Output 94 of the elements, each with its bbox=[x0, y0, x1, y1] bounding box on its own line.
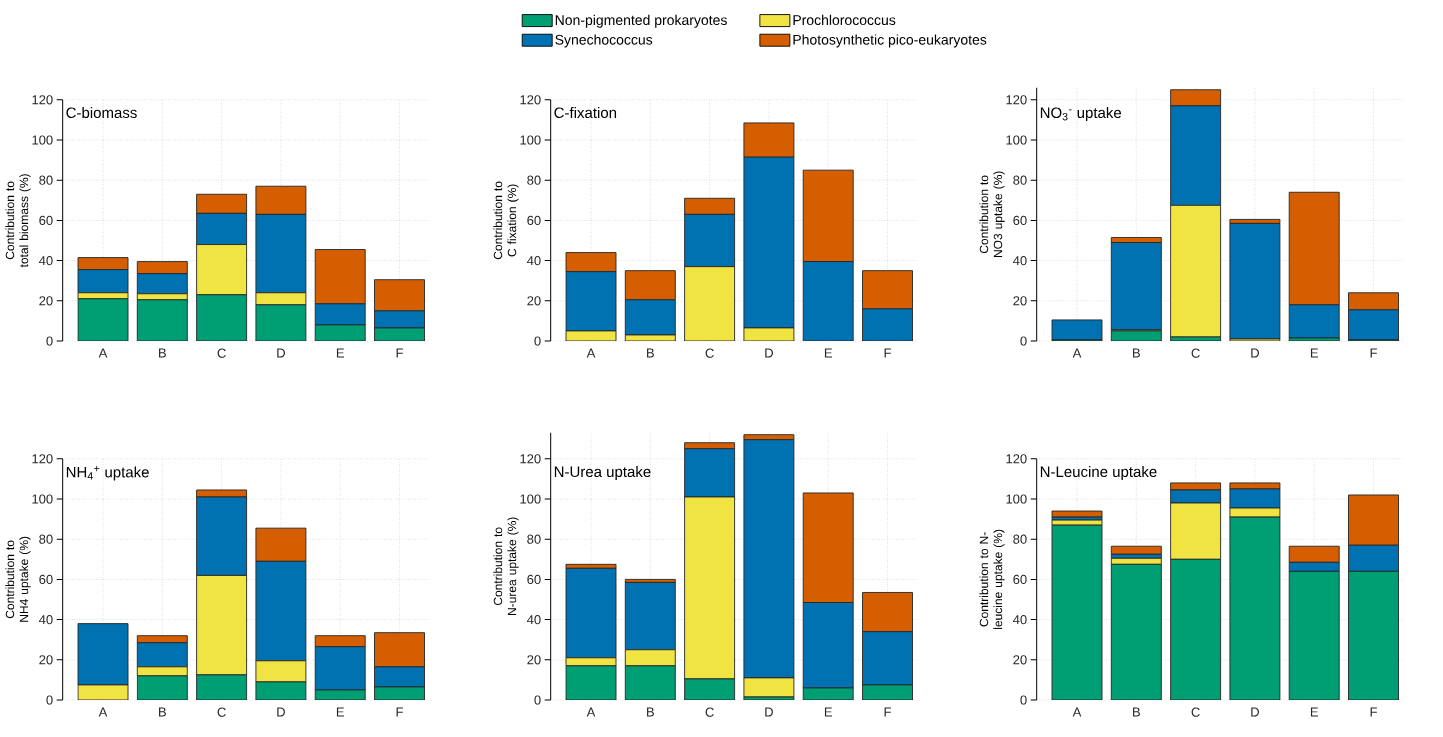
y-tick-label: 60 bbox=[527, 215, 541, 225]
y-tick-label: 80 bbox=[1013, 534, 1027, 544]
y-tick-label: 40 bbox=[38, 614, 53, 625]
y-tick-label: 20 bbox=[1013, 655, 1027, 665]
y-tick-label: 40 bbox=[526, 614, 541, 625]
y-tick-label: 0 bbox=[1020, 336, 1027, 346]
x-tick-label: C bbox=[705, 707, 714, 717]
x-tick-label: E bbox=[824, 707, 832, 717]
y-tick-label: 0 bbox=[1020, 695, 1027, 705]
x-tick-label: B bbox=[647, 348, 654, 358]
y-tick-label: 60 bbox=[1013, 215, 1027, 225]
x-tick-label: D bbox=[277, 707, 285, 717]
y-axis-title: Contribution to N-leucine uptake (%) bbox=[979, 529, 1005, 629]
x-tick-label: E bbox=[1310, 348, 1318, 358]
chart-title: C-fixation bbox=[554, 107, 617, 119]
y-axis-title: Contribution to NO3 uptake (%) bbox=[979, 171, 1005, 258]
chart-title: C-biomass bbox=[66, 107, 137, 119]
y-axis-title: Contribution to total biomass (%) bbox=[5, 174, 31, 268]
x-tick-label: D bbox=[1251, 707, 1259, 717]
y-axis-title: Contribution to C fixation (%) bbox=[493, 181, 519, 260]
legend-label: Synechococcus bbox=[555, 34, 653, 48]
x-tick-label: B bbox=[1133, 707, 1140, 717]
x-tick-label: A bbox=[1072, 707, 1082, 717]
x-tick-label: C bbox=[1191, 707, 1200, 717]
y-tick-label: 0 bbox=[46, 695, 53, 705]
x-tick-label: F bbox=[1370, 707, 1377, 717]
x-tick-label: A bbox=[98, 348, 108, 358]
y-axis-title: Contribution to N-urea uptake (%) bbox=[493, 517, 519, 616]
y-tick-label: 100 bbox=[32, 135, 53, 145]
y-tick-label: 120 bbox=[1006, 95, 1027, 105]
x-tick-label: C bbox=[217, 348, 226, 358]
x-tick-label: C bbox=[1191, 348, 1200, 358]
y-tick-label: 60 bbox=[1013, 574, 1027, 584]
x-tick-label: F bbox=[396, 707, 403, 717]
y-tick-label: 100 bbox=[1006, 494, 1027, 504]
x-tick-label: E bbox=[1310, 707, 1318, 717]
legend-label: Prochlorococcus bbox=[793, 14, 896, 26]
y-tick-label: 20 bbox=[1013, 296, 1027, 306]
y-tick-label: 100 bbox=[1006, 135, 1027, 145]
y-tick-label: 40 bbox=[1012, 614, 1027, 625]
x-tick-label: B bbox=[159, 348, 166, 358]
x-tick-label: C bbox=[217, 707, 226, 717]
y-tick-label: 20 bbox=[527, 296, 541, 306]
y-tick-label: 120 bbox=[520, 454, 541, 464]
y-tick-label: 80 bbox=[39, 175, 53, 185]
x-tick-label: A bbox=[98, 707, 108, 717]
y-tick-label: 120 bbox=[32, 95, 53, 105]
y-tick-label: 20 bbox=[527, 655, 541, 665]
x-tick-label: E bbox=[824, 348, 832, 358]
y-tick-label: 100 bbox=[520, 135, 541, 145]
chart-title: N-Leucine uptake bbox=[1040, 466, 1157, 480]
y-tick-label: 0 bbox=[534, 695, 541, 705]
y-tick-label: 80 bbox=[1013, 175, 1027, 185]
y-tick-label: 120 bbox=[1006, 454, 1027, 464]
x-tick-label: B bbox=[647, 707, 654, 717]
y-tick-label: 60 bbox=[527, 574, 541, 584]
x-tick-label: F bbox=[1370, 348, 1377, 358]
legend-label: Photosynthetic pico-eukaryotes bbox=[793, 34, 987, 48]
y-tick-label: 0 bbox=[534, 336, 541, 346]
y-tick-label: 100 bbox=[520, 494, 541, 504]
y-tick-label: 80 bbox=[39, 534, 53, 544]
y-tick-label: 100 bbox=[32, 494, 53, 504]
x-tick-label: D bbox=[765, 348, 773, 358]
text: NO$_{3}$$^{-}$ uptake bbox=[1040, 107, 1122, 121]
x-tick-label: D bbox=[765, 707, 773, 717]
chart-title: NH$_{4}$$^{+}$ uptake bbox=[66, 466, 149, 481]
x-tick-label: D bbox=[1251, 348, 1259, 358]
x-tick-label: B bbox=[1133, 348, 1140, 358]
y-tick-label: 80 bbox=[527, 534, 541, 544]
x-tick-label: A bbox=[1072, 348, 1082, 358]
y-tick-label: 40 bbox=[526, 255, 541, 266]
x-tick-label: F bbox=[884, 707, 891, 717]
y-tick-label: 0 bbox=[46, 336, 53, 346]
x-tick-label: E bbox=[336, 348, 344, 358]
y-tick-label: 60 bbox=[39, 574, 53, 584]
y-tick-label: 120 bbox=[32, 454, 53, 464]
x-tick-label: E bbox=[336, 707, 344, 717]
y-tick-label: 80 bbox=[527, 175, 541, 185]
y-tick-label: 20 bbox=[39, 296, 53, 306]
x-tick-label: A bbox=[586, 348, 596, 358]
y-tick-label: 40 bbox=[1012, 255, 1027, 266]
x-tick-label: C bbox=[705, 348, 714, 358]
x-tick-label: D bbox=[277, 348, 285, 358]
y-tick-label: 40 bbox=[38, 255, 53, 266]
x-tick-label: A bbox=[586, 707, 596, 717]
x-tick-label: F bbox=[396, 348, 403, 358]
text: N-Urea uptake bbox=[554, 466, 651, 480]
y-tick-label: 120 bbox=[520, 95, 541, 105]
y-axis-title: Contribution to NH4 uptake (%) bbox=[5, 536, 31, 622]
x-tick-label: F bbox=[884, 348, 891, 358]
y-tick-label: 60 bbox=[39, 215, 53, 225]
y-tick-label: 20 bbox=[39, 655, 53, 665]
x-tick-label: B bbox=[159, 707, 166, 717]
legend-label: Non-pigmented prokaryotes bbox=[555, 14, 727, 28]
